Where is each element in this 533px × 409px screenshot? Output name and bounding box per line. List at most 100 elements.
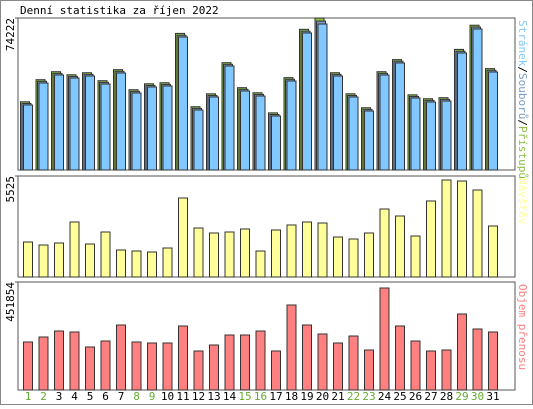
bar [147,342,157,391]
x-tick-label: 14 [223,390,237,403]
x-tick-label: 27 [424,390,437,403]
bar [472,28,483,171]
bar [116,324,126,391]
legend-entry: Návštěv [516,178,529,225]
bar [410,235,421,278]
bar [162,247,173,278]
chart-title: Denní statistika za říjen 2022 [20,4,219,17]
bar [395,215,405,278]
bar [100,231,111,278]
bar [395,62,405,171]
bar [240,334,250,391]
x-tick-label: 13 [207,390,220,403]
bar [69,77,80,171]
x-tick-label: 1 [25,390,32,403]
bar [379,74,390,171]
bar [488,331,498,391]
bar [457,313,467,391]
bar [457,180,467,278]
x-tick-label: 4 [71,390,78,403]
bar [147,86,157,171]
bar [364,349,374,391]
bar [131,92,142,171]
bar [209,344,219,391]
bar [348,96,359,171]
legend-entry: Objem přenosu [516,284,529,370]
bar [472,189,483,278]
y-tick-label: 451854 [4,282,17,322]
bar [193,227,204,278]
bar [317,222,328,278]
x-tick-label: 26 [409,390,422,403]
bar [255,330,266,391]
bar [364,110,374,171]
bar [178,325,188,391]
legend-separator: / [516,119,529,126]
bar [69,331,80,391]
bar [193,109,204,171]
bar [348,335,359,391]
bar [441,179,452,278]
panel [17,175,516,278]
bar [38,244,49,278]
bar [209,232,219,278]
bar [286,224,297,278]
bar [69,221,80,278]
x-tick-label: 15 [238,390,251,403]
bar [302,324,312,391]
x-tick-label: 6 [102,390,109,403]
bar [23,104,33,171]
bar [333,342,343,391]
panel [17,281,516,391]
bar [410,340,421,391]
x-tick-label: 7 [118,390,125,403]
bar [333,75,343,171]
x-tick-label: 10 [161,390,174,403]
bar [271,229,281,278]
bar [54,74,64,171]
legend-separator: / [516,66,529,73]
bar [100,340,111,391]
bar [178,197,188,278]
bar [38,336,49,391]
bar [116,72,126,171]
x-tick-label: 30 [471,390,484,403]
bar [426,350,436,391]
bar [255,95,266,171]
bar [472,328,483,391]
bar [116,249,126,278]
x-tick-label: 12 [192,390,205,403]
bar [348,238,359,278]
bar [286,80,297,171]
bar [224,65,235,171]
bar [441,349,452,391]
bar [488,225,498,278]
x-tick-label: 17 [269,390,282,403]
bar [395,325,405,391]
bar [333,236,343,278]
bar [162,342,173,391]
bar [224,334,235,391]
bar [441,100,452,171]
bar [317,333,328,391]
bar [23,241,33,278]
bar [193,350,204,391]
x-tick-label: 20 [316,390,329,403]
bar [426,101,436,171]
x-tick-label: 2 [40,390,47,403]
legend-entry: Stránek [516,20,529,67]
legend-entry: Souborů [516,73,529,119]
bar [23,341,33,391]
bar [178,36,188,171]
y-tick-label: 74222 [4,18,17,51]
legend: Stránek/Souborů/Přístupů [516,20,529,179]
x-tick-label: 5 [87,390,94,403]
bar [240,228,250,278]
bar [271,115,281,171]
bar [224,231,235,278]
legend: Objem přenosu [516,284,529,370]
bar [147,251,157,278]
bar [410,97,421,171]
